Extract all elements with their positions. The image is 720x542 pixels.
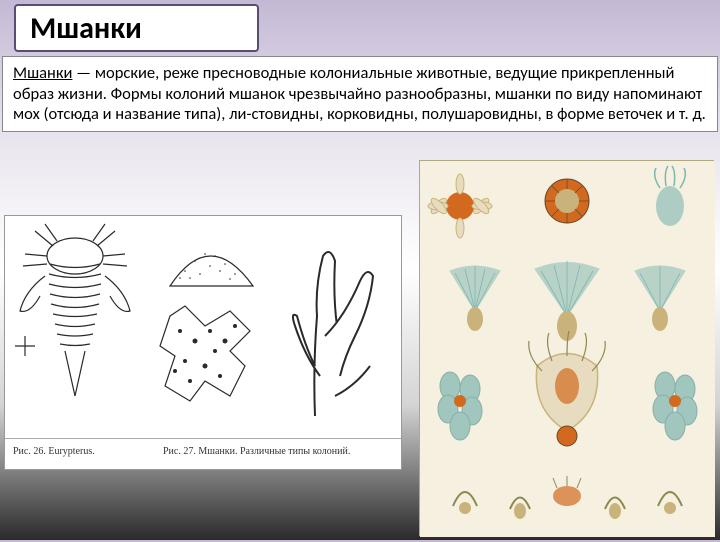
right-figure xyxy=(419,160,714,536)
caption-right: Рис. 27. Мшанки. Различные типы колоний. xyxy=(163,446,393,457)
sketch-svg xyxy=(5,216,403,471)
description-text: Мшанки — морские, реже пресноводные коло… xyxy=(13,63,707,125)
title-box: Мшанки xyxy=(14,4,259,52)
left-figure: Рис. 26. Eurypterus. Рис. 27. Мшанки. Ра… xyxy=(4,215,402,470)
description-box: Мшанки — морские, реже пресноводные коло… xyxy=(2,56,718,132)
page-title: Мшанки xyxy=(30,10,142,47)
term: Мшанки xyxy=(13,63,72,83)
color-plate-svg xyxy=(420,161,715,537)
caption-left: Рис. 26. Eurypterus. xyxy=(13,446,95,457)
body-text: — морские, реже пресноводные колониальны… xyxy=(13,63,706,124)
